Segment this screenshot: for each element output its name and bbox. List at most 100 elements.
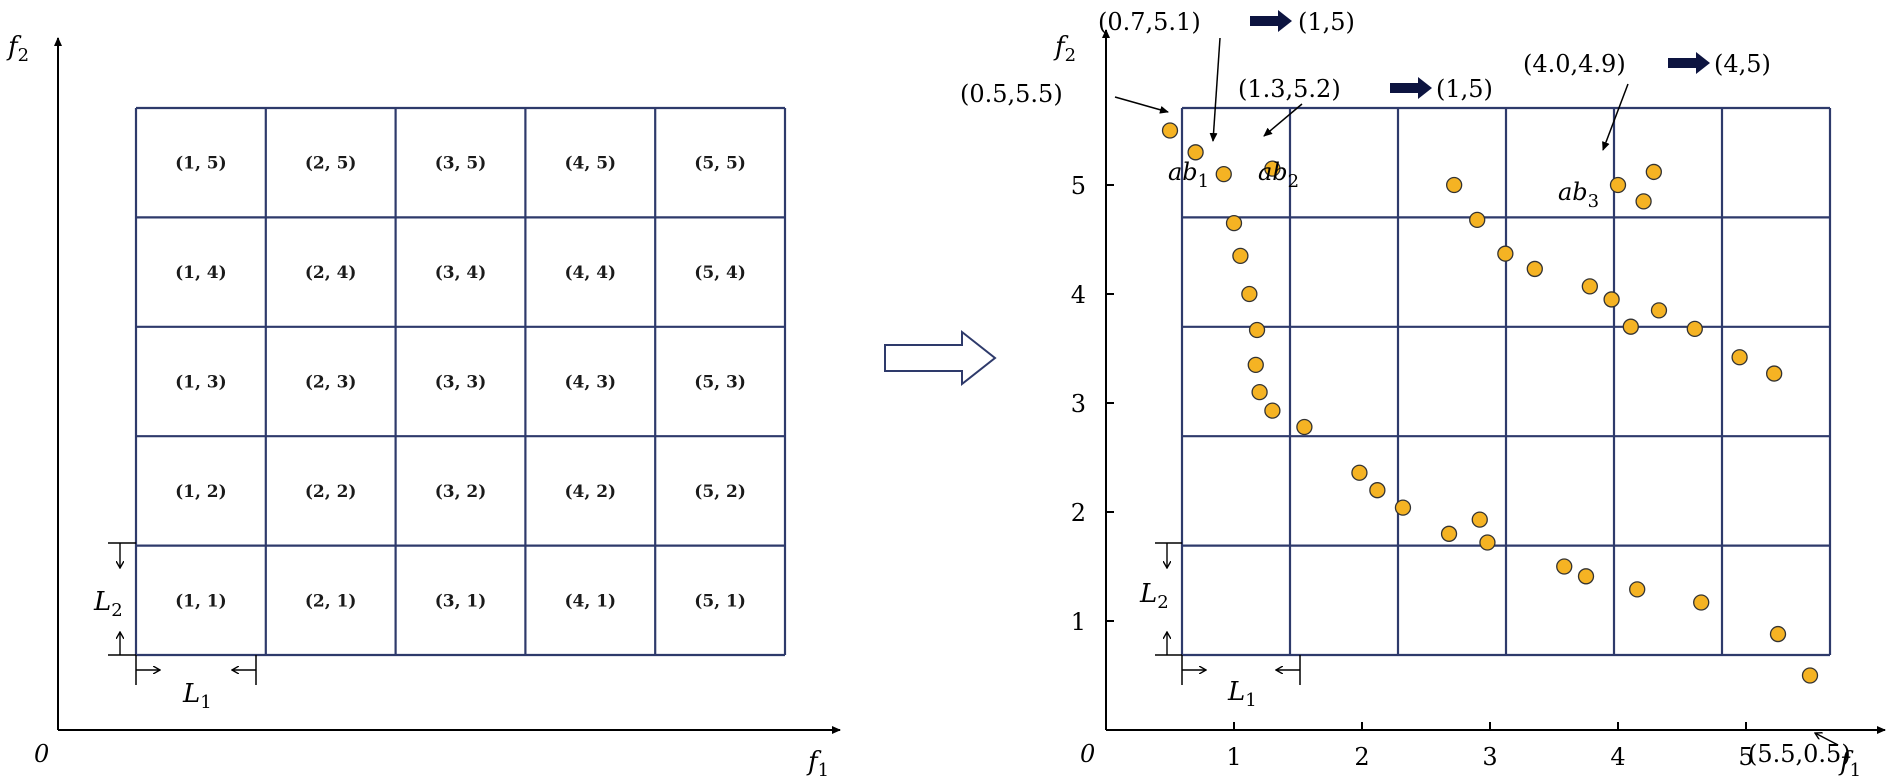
right-ticks: 1 2 3 4 5 1 2 3 4 5 [1071,172,1754,771]
data-point [1609,176,1627,194]
grid-cell-label: (3, 3) [435,373,487,393]
left-panel: f2 f1 0 (1, 5) (2, 5) (3, 5) (4, 5) (5, 5)(1… [6,32,841,781]
left-grid [134,106,787,657]
data-point [1187,144,1204,161]
ab3-label: ab3 [1558,178,1599,212]
grid-cell-label: (2, 5) [305,154,357,174]
left-origin-label: 0 [34,740,49,768]
annotation-0.7-5.1: (0.7,5.1) [1098,8,1201,36]
data-point [1577,568,1595,585]
annotation-1.3-5.2: (1.3,5.2) [1238,75,1341,103]
annotation-1.3-5.2-arrow-icon [1390,77,1432,99]
data-point [1635,193,1652,210]
right-points [1161,122,1819,684]
annotation-4.0-4.9-arrow-icon [1668,52,1710,74]
data-point [1351,464,1368,481]
grid-cell-label: (5, 1) [694,591,746,611]
data-point [1693,594,1710,611]
data-point [1296,418,1313,436]
transform-arrow-icon [884,329,997,387]
annotation-0.7-5.1-pointer [1209,37,1221,142]
grid-cell-label: (1, 3) [175,373,227,393]
left-y-axis-label: f2 [6,32,29,66]
data-point [1394,499,1412,516]
grid-cell-label: (3, 2) [435,482,487,502]
ab1-label: ab1 [1168,158,1209,192]
data-point [1264,160,1281,177]
data-point [1686,320,1703,338]
data-point [1225,214,1243,232]
left-cell-labels: (1, 5) (2, 5) (3, 5) (4, 5) (5, 5) (1, 4) (2, … [175,154,746,612]
grid-cell-label: (5, 3) [694,373,746,393]
left-L1-label: L1 [182,679,212,713]
grid-cell-label: (3, 1) [435,591,487,611]
left-L2-label: L2 [93,587,123,621]
left-x-axis-label: f1 [806,747,829,781]
data-point [1241,285,1258,303]
data-point [1650,302,1668,319]
right-grid [1180,106,1832,657]
grid-cell-label: (3, 4) [435,263,487,283]
annotation-4.0-4.9: (4.0,4.9) [1523,50,1626,78]
grid-cell-label: (1, 1) [175,591,227,611]
right-x-tick-label: 1 [1226,743,1241,771]
data-point [1766,365,1783,382]
annotation-1.3-5.2-pointer [1263,103,1303,137]
annotation-0.5-5.5: (0.5,5.5) [960,80,1063,108]
grid-cell-label: (4, 3) [565,373,617,393]
right-y-tick-label: 4 [1071,281,1086,309]
data-point [1801,667,1819,684]
data-point [1471,511,1488,528]
data-point [1581,278,1598,295]
data-point [1622,318,1639,335]
annotation-5.5-0.5-pointer [1815,733,1839,746]
right-origin-label: 0 [1080,740,1095,768]
data-point [1215,165,1232,183]
data-point [1232,247,1249,265]
right-x-tick-label: 4 [1610,743,1625,771]
data-point [1248,321,1266,339]
annotation-1.3-5.2-target: (1,5) [1436,75,1493,103]
data-point [1731,349,1748,366]
grid-cell-label: (2, 3) [305,373,357,393]
grid-cell-label: (1, 5) [175,154,227,174]
grid-cell-label: (1, 4) [175,263,227,283]
right-y-tick-label: 1 [1071,608,1086,636]
right-y-tick-label: 5 [1071,172,1086,200]
right-y-tick-label: 2 [1071,499,1086,527]
annotation-4.0-4.9-target: (4,5) [1714,50,1771,78]
data-point [1479,534,1496,551]
data-point [1247,356,1264,374]
right-y-axis-label: f2 [1053,32,1076,66]
data-point [1769,625,1787,643]
annotation-5.5-0.5: (5.5,0.5) [1748,740,1851,768]
grid-cell-label: (5, 5) [694,154,746,174]
annotation-4.0-4.9-pointer [1602,83,1629,151]
grid-cell-label: (4, 2) [565,482,617,502]
annotation-0.7-5.1-arrow-icon [1250,10,1292,32]
data-point [1629,581,1646,598]
data-point [1645,163,1662,181]
data-point [1251,383,1268,401]
grid-cell-label: (3, 5) [435,154,487,174]
grid-cell-label: (4, 1) [565,591,617,611]
right-L1-label: L1 [1227,677,1257,711]
data-point [1264,402,1281,419]
grid-cell-label: (2, 4) [305,263,357,283]
data-point [1556,558,1573,575]
data-point [1497,245,1514,262]
data-point [1526,260,1543,278]
annotation-0.5-5.5-pointer [1114,96,1169,114]
annotation-0.7-5.1-target: (1,5) [1298,8,1355,36]
data-point [1369,482,1386,499]
data-point [1446,176,1463,194]
grid-cell-label: (1, 2) [175,482,227,502]
right-L2-label: L2 [1139,579,1169,613]
data-point [1469,211,1486,229]
data-point [1440,525,1458,542]
grid-cell-label: (4, 5) [565,154,617,174]
grid-cell-label: (2, 2) [305,482,357,502]
ab2-label: ab2 [1258,158,1299,192]
